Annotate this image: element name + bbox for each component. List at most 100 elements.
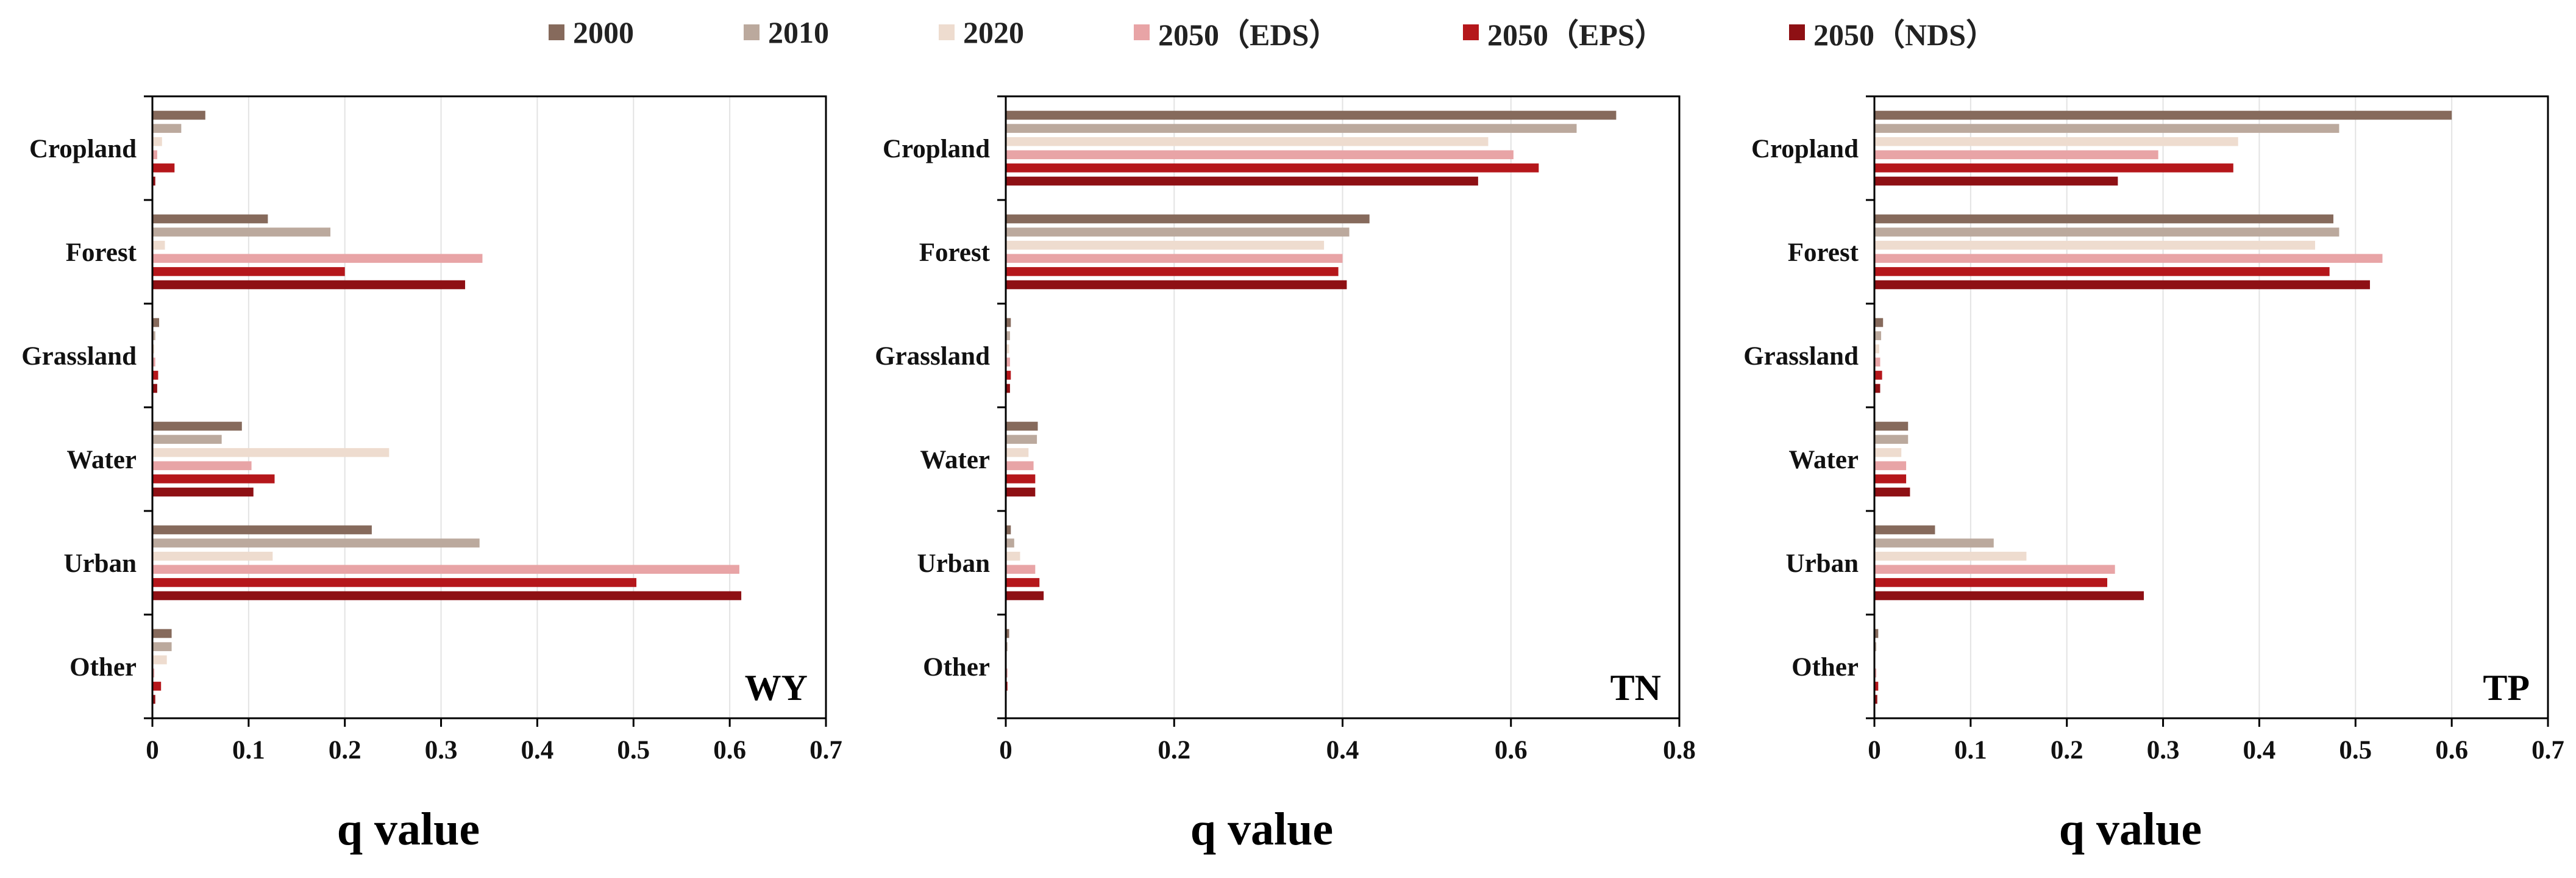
legend-label: 2050（NDS） xyxy=(1813,18,1997,52)
bar xyxy=(152,682,162,691)
x-axis-label: q value xyxy=(1190,804,1333,855)
legend-label: 2050（EDS） xyxy=(1158,18,1340,52)
bar xyxy=(1006,240,1325,250)
bar xyxy=(152,629,172,638)
x-tick-label: 0.1 xyxy=(232,736,265,765)
legend-item: 2000 xyxy=(549,11,634,54)
chart-panel-tn: Cropland Forest Grassland Water Urban Other 0 0… xyxy=(875,95,1696,855)
bar xyxy=(152,694,155,704)
bar xyxy=(152,150,157,160)
legend-label: 2010 xyxy=(768,15,829,49)
bar xyxy=(152,110,205,120)
bar xyxy=(1874,629,1879,638)
bar xyxy=(1874,435,1909,444)
category-label: Other xyxy=(1791,653,1859,682)
bar xyxy=(1874,642,1877,651)
x-tick-label: 0 xyxy=(146,736,159,765)
x-axis-label: q value xyxy=(2059,804,2202,855)
bar xyxy=(1874,280,2370,290)
bar xyxy=(1006,344,1009,354)
plot-frame xyxy=(1873,95,2549,719)
bar xyxy=(152,280,466,290)
bar xyxy=(152,487,254,497)
legend-swatch xyxy=(1789,24,1805,40)
bar xyxy=(152,448,390,457)
category-label: Grassland xyxy=(21,342,137,371)
bar xyxy=(1006,538,1014,548)
x-tick-label: 0.1 xyxy=(1954,736,1987,765)
category-label: Water xyxy=(1788,446,1859,474)
bar xyxy=(152,461,252,471)
bar xyxy=(1006,591,1044,601)
category-label: Other xyxy=(923,653,990,682)
bar xyxy=(152,551,273,561)
panel-title: TP xyxy=(2483,668,2530,708)
bar xyxy=(1006,150,1514,160)
bar xyxy=(1874,565,2115,574)
bar xyxy=(1874,694,1877,704)
x-tick-label: 0.3 xyxy=(425,736,458,765)
legend-item: 2010 xyxy=(744,11,829,54)
category-label: Grassland xyxy=(1743,342,1859,371)
bar xyxy=(152,474,275,484)
bar xyxy=(1006,110,1617,120)
bar xyxy=(1874,110,2452,120)
legend-label: 2000 xyxy=(573,15,634,49)
bar xyxy=(152,525,372,535)
bar xyxy=(1006,551,1020,561)
bar xyxy=(152,254,483,263)
x-tick-label: 0.6 xyxy=(713,736,746,765)
x-tick-label: 0.5 xyxy=(2339,736,2372,765)
bar xyxy=(1874,331,1882,340)
bar xyxy=(152,655,167,665)
bar xyxy=(1874,357,1880,367)
bar xyxy=(152,578,637,587)
bar xyxy=(1006,227,1350,237)
legend-label: 2050（EPS） xyxy=(1487,18,1665,52)
bar xyxy=(152,137,162,146)
bar xyxy=(1874,124,2339,133)
category-label: Cropland xyxy=(29,135,137,163)
bar xyxy=(152,642,172,651)
bar xyxy=(152,318,160,327)
category-label: Forest xyxy=(919,238,991,267)
panel-title: WY xyxy=(745,668,808,708)
bar xyxy=(1006,525,1011,535)
bar xyxy=(1874,538,1994,548)
bar xyxy=(1006,421,1038,431)
chart-panel-tp: Cropland Forest Grassland Water Urban Other 0 0… xyxy=(1743,95,2564,855)
bar xyxy=(1874,254,2383,263)
category-label: Grassland xyxy=(875,342,990,371)
bar xyxy=(1006,357,1010,367)
bar xyxy=(152,435,222,444)
bar xyxy=(1006,267,1339,276)
chart-panel-wy: Cropland Forest Grassland Water Urban Other 0 0… xyxy=(21,95,842,855)
x-tick-label: 0 xyxy=(999,736,1012,765)
bar xyxy=(152,267,345,276)
bar xyxy=(1006,435,1037,444)
category-label: Water xyxy=(920,446,990,474)
bar xyxy=(152,331,155,340)
bar xyxy=(1006,318,1011,327)
category-label: Cropland xyxy=(1751,135,1859,163)
bar xyxy=(1006,371,1011,380)
bar xyxy=(1874,551,2027,561)
category-label: Forest xyxy=(66,238,137,267)
bar xyxy=(1874,150,2158,160)
x-axis-label: q value xyxy=(337,804,480,855)
bar xyxy=(1874,214,2333,224)
plot-frame xyxy=(151,95,827,719)
bar xyxy=(1006,474,1036,484)
bar xyxy=(1006,280,1347,290)
x-tick-label: 0.3 xyxy=(2147,736,2180,765)
category-label: Water xyxy=(66,446,137,474)
bar xyxy=(152,176,155,186)
bar xyxy=(152,214,268,224)
bar xyxy=(1006,384,1010,393)
bar xyxy=(1874,682,1879,691)
bar xyxy=(1006,124,1577,133)
bar xyxy=(1006,487,1036,497)
bar xyxy=(1874,137,2238,146)
bar xyxy=(1874,371,1882,380)
